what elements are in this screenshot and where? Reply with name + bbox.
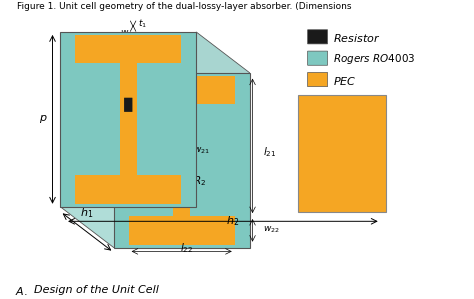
- Polygon shape: [119, 35, 137, 204]
- Polygon shape: [298, 95, 385, 212]
- Polygon shape: [196, 32, 250, 248]
- Text: Figure 1. Unit cell geometry of the dual-lossy-layer absorber. (Dimensions: Figure 1. Unit cell geometry of the dual…: [17, 1, 351, 10]
- Text: $\mathit{Rogers\ RO4003}$: $\mathit{Rogers\ RO4003}$: [333, 52, 416, 66]
- Text: $A.$: $A.$: [15, 285, 27, 298]
- Text: Design of the Unit Cell: Design of the Unit Cell: [34, 285, 159, 295]
- FancyBboxPatch shape: [308, 51, 328, 65]
- Polygon shape: [114, 73, 250, 248]
- Polygon shape: [75, 175, 181, 204]
- Text: $w_{12}$: $w_{12}$: [130, 160, 147, 171]
- Text: $\mathit{Resistor}$: $\mathit{Resistor}$: [333, 32, 381, 44]
- FancyBboxPatch shape: [124, 98, 132, 112]
- Text: $l_{11}$: $l_{11}$: [93, 112, 107, 126]
- Text: $h_2$: $h_2$: [226, 214, 239, 228]
- Text: $R_1$: $R_1$: [140, 100, 153, 114]
- FancyBboxPatch shape: [308, 30, 328, 44]
- Text: $w_{22}$: $w_{22}$: [263, 225, 280, 235]
- Polygon shape: [173, 76, 191, 245]
- Text: $R_2$: $R_2$: [193, 175, 206, 188]
- Polygon shape: [75, 35, 181, 63]
- Text: $w_{21}$: $w_{21}$: [193, 145, 210, 156]
- FancyBboxPatch shape: [177, 173, 186, 187]
- Text: $t_1$: $t_1$: [138, 18, 147, 30]
- Polygon shape: [128, 216, 235, 245]
- Text: $\mathit{PEC}$: $\mathit{PEC}$: [333, 74, 356, 86]
- Polygon shape: [60, 207, 250, 248]
- Text: $l_{12}$: $l_{12}$: [114, 189, 127, 203]
- Polygon shape: [60, 32, 196, 207]
- Polygon shape: [128, 76, 235, 104]
- Text: $t_2$: $t_2$: [179, 59, 188, 72]
- Text: $l_{22}$: $l_{22}$: [180, 242, 193, 255]
- Text: $l_{21}$: $l_{21}$: [263, 146, 277, 159]
- Text: $p$: $p$: [38, 113, 47, 125]
- FancyBboxPatch shape: [308, 72, 328, 87]
- Text: $w_{11}$: $w_{11}$: [120, 28, 137, 39]
- Text: $h_1$: $h_1$: [80, 207, 94, 220]
